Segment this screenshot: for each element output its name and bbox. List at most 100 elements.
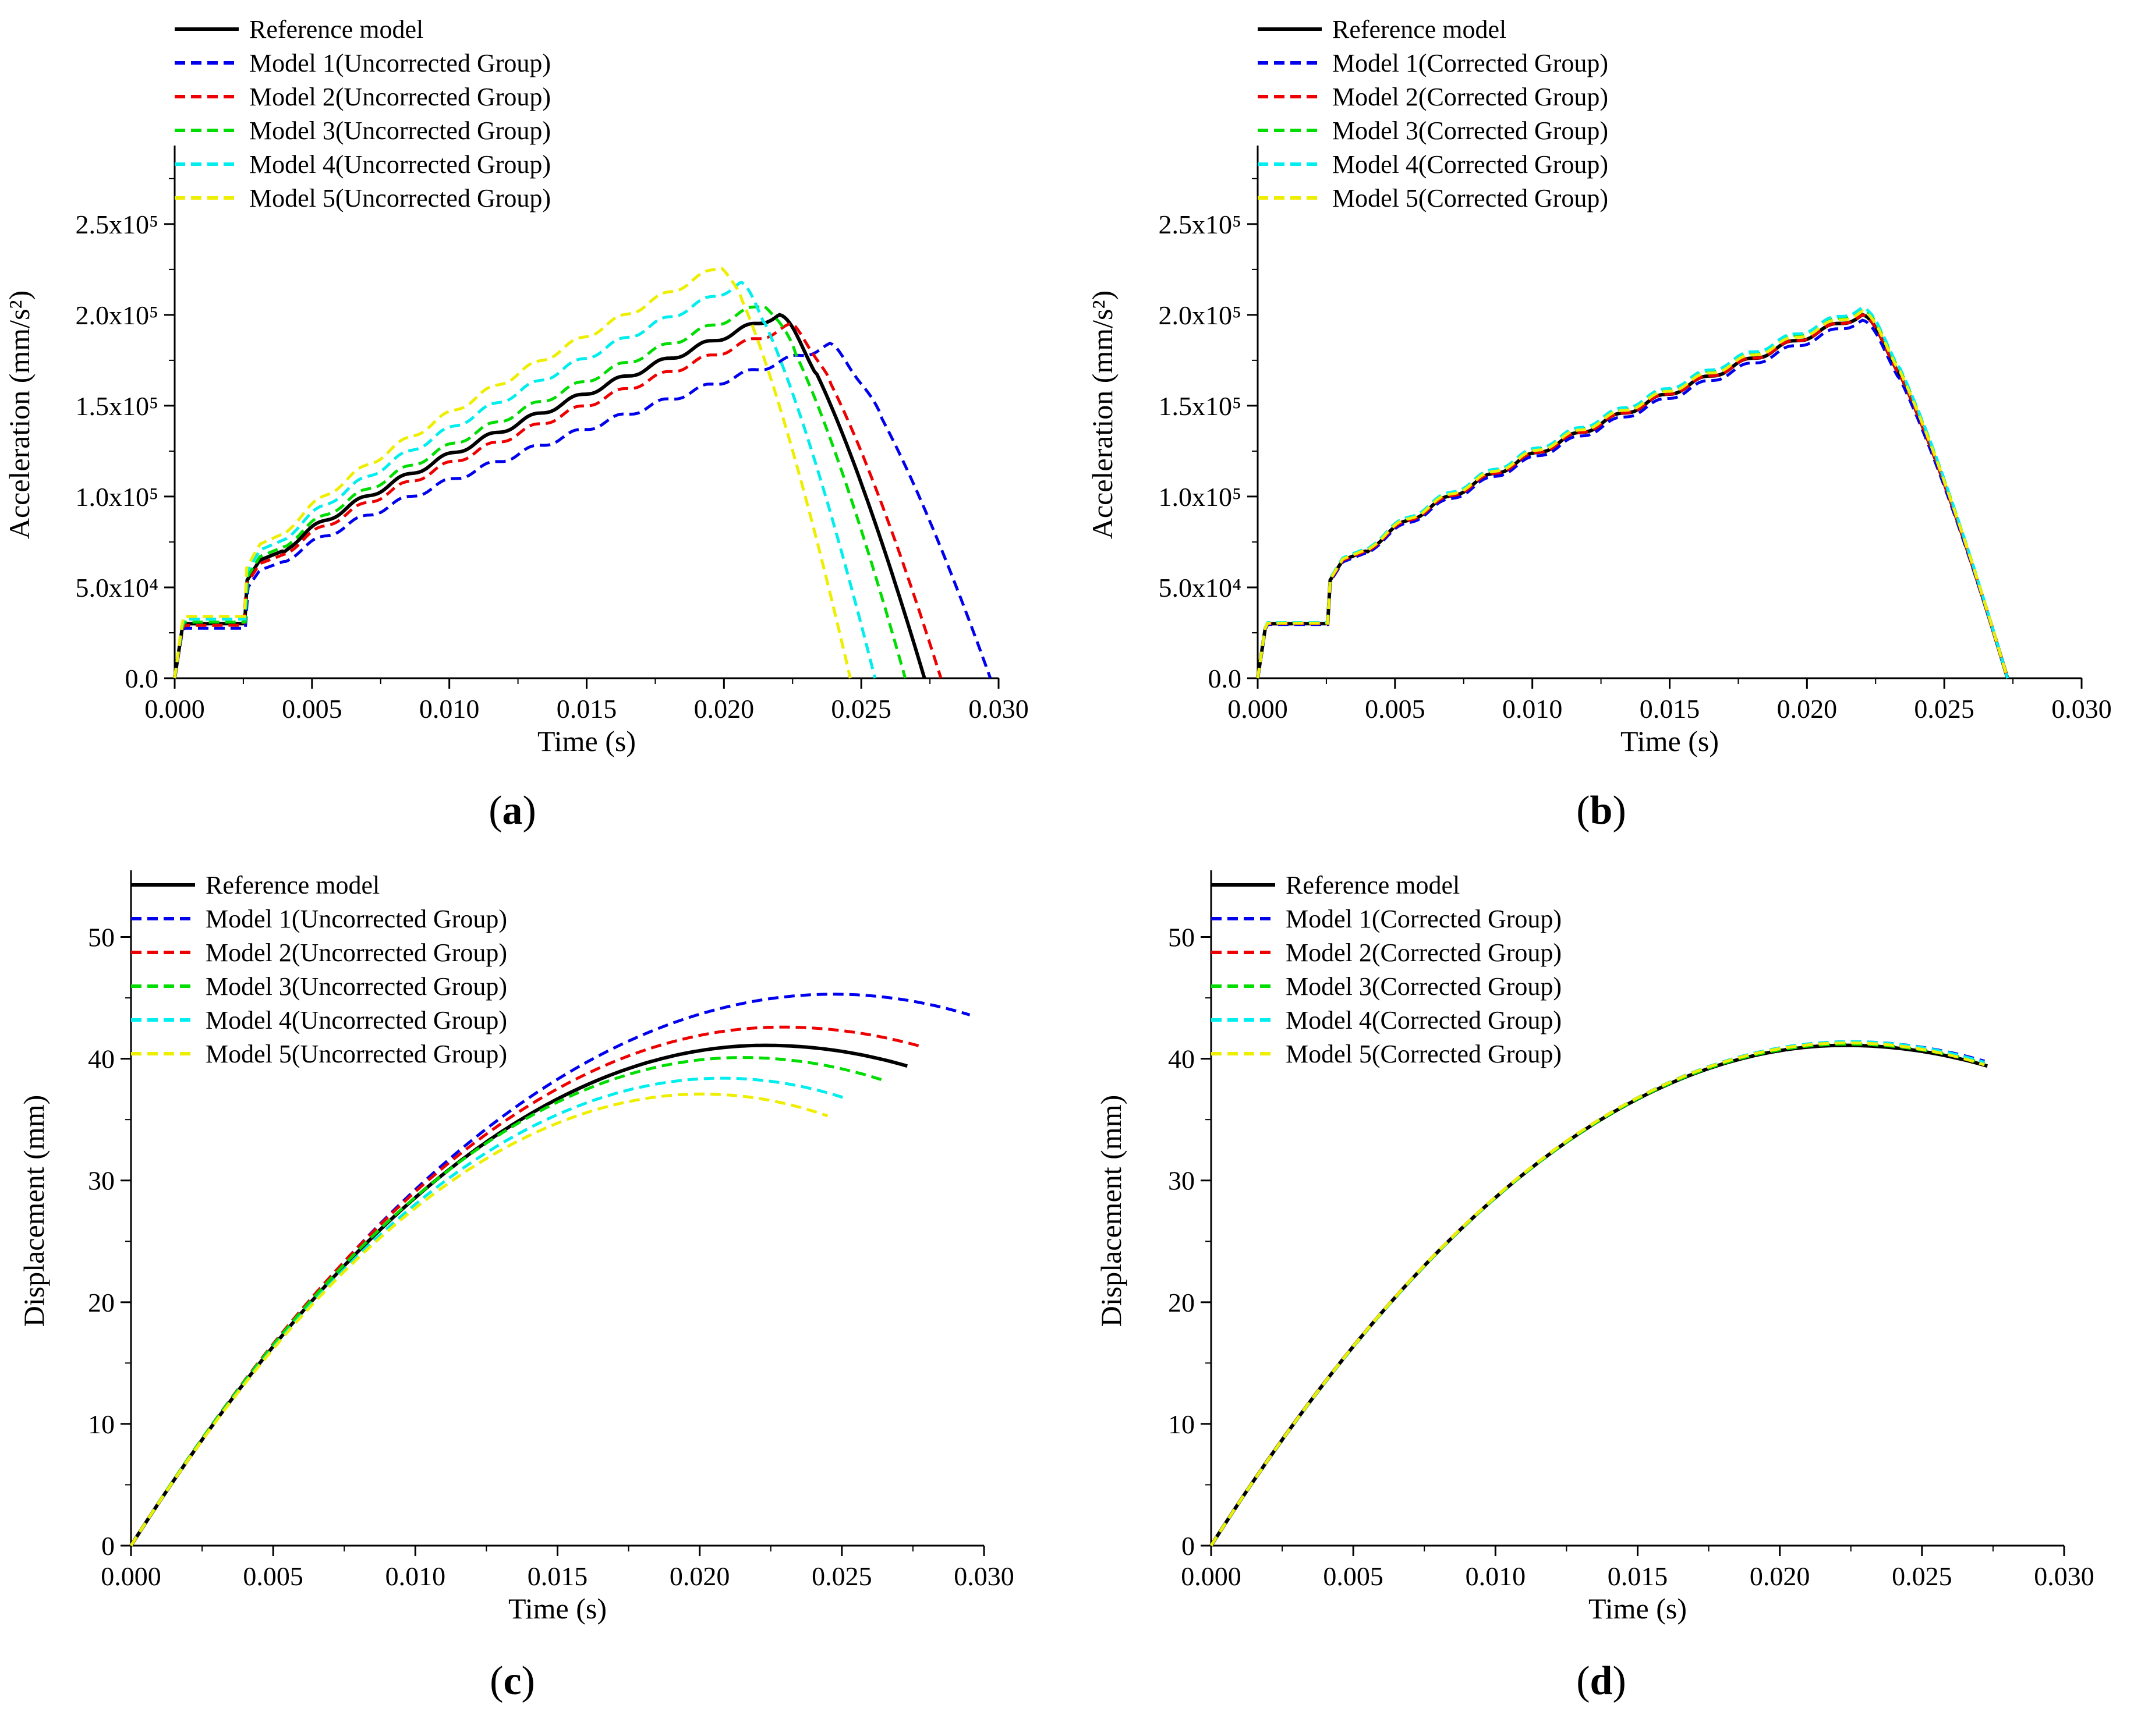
y-axis-label: Acceleration (mm/s²) <box>1086 290 1119 539</box>
legend-label: Reference model <box>249 15 423 44</box>
y-tick-label: 5.0x10⁴ <box>1158 573 1241 603</box>
x-tick-label: 0.005 <box>282 694 342 724</box>
legend-label: Model 2(Corrected Group) <box>1286 938 1562 967</box>
x-tick-label: 0.005 <box>1323 1561 1383 1591</box>
y-tick-label: 50 <box>88 923 115 952</box>
series-line-model3 <box>173 304 907 679</box>
legend-label: Model 1(Corrected Group) <box>1286 905 1562 933</box>
legend-label: Reference model <box>1286 871 1460 899</box>
y-tick-label: 0 <box>1181 1531 1195 1561</box>
y-tick-label: 40 <box>1168 1044 1195 1074</box>
y-tick-label: 30 <box>1168 1166 1195 1196</box>
series-line-model1 <box>129 993 971 1547</box>
x-tick-label: 0.010 <box>1466 1561 1526 1591</box>
legend-label: Model 3(Corrected Group) <box>1332 116 1608 145</box>
y-axis-label: Displacement (mm) <box>17 1095 50 1327</box>
series-line-model3 <box>129 1055 885 1547</box>
panel-caption: (c) <box>490 1659 535 1703</box>
y-tick-label: 1.0x10⁵ <box>1158 482 1241 512</box>
x-axis-label: Time (s) <box>508 1592 607 1625</box>
y-tick-label: 20 <box>1168 1288 1195 1317</box>
series-line-model2 <box>129 1025 922 1547</box>
series-line-reference <box>173 313 926 679</box>
y-tick-label: 0.0 <box>1208 664 1242 693</box>
series-line-model4 <box>129 1076 848 1547</box>
x-tick-label: 0.015 <box>1608 1561 1668 1591</box>
legend-label: Model 1(Corrected Group) <box>1332 49 1608 77</box>
x-tick-label: 0.020 <box>1750 1561 1810 1591</box>
x-tick-label: 0.025 <box>812 1561 872 1591</box>
x-tick-label: 0.000 <box>1181 1561 1241 1591</box>
series-line-model1 <box>1209 1040 1985 1547</box>
legend-label: Model 2(Uncorrected Group) <box>206 938 507 967</box>
legend-label: Model 5(Uncorrected Group) <box>206 1040 507 1068</box>
series-line-model1 <box>1256 318 2009 679</box>
x-tick-label: 0.005 <box>243 1561 303 1591</box>
y-tick-label: 10 <box>1168 1409 1195 1439</box>
x-tick-label: 0.010 <box>1502 694 1563 724</box>
y-tick-label: 2.0x10⁵ <box>1158 300 1241 330</box>
x-tick-label: 0.030 <box>2051 694 2112 724</box>
series-line-model2 <box>173 322 943 679</box>
panel-a: 0.000 0.005 0.010 0.015 0.020 0.025 0.030 0.0 5.… <box>3 15 1029 833</box>
x-tick-label: 0.000 <box>1227 694 1288 724</box>
x-tick-label: 0.015 <box>557 694 617 724</box>
panel-caption: (b) <box>1576 788 1626 833</box>
x-tick-label: 0.020 <box>670 1561 730 1591</box>
x-tick-label: 0.005 <box>1365 694 1425 724</box>
legend-label: Model 1(Uncorrected Group) <box>249 49 551 77</box>
y-tick-label: 2.5x10⁵ <box>75 210 158 239</box>
legend-label: Model 4(Corrected Group) <box>1332 150 1608 179</box>
y-tick-label: 1.5x10⁵ <box>1158 391 1241 421</box>
x-tick-label: 0.010 <box>419 694 480 724</box>
y-tick-label: 5.0x10⁴ <box>75 573 158 603</box>
y-tick-label: 50 <box>1168 923 1195 952</box>
x-tick-label: 0.025 <box>831 694 891 724</box>
series-line-model5 <box>1209 1041 1986 1547</box>
y-tick-label: 0.0 <box>125 664 159 693</box>
x-tick-label: 0.025 <box>1892 1561 1952 1591</box>
legend-label: Model 5(Corrected Group) <box>1286 1040 1562 1068</box>
legend-label: Model 4(Uncorrected Group) <box>206 1006 507 1034</box>
legend-label: Model 1(Uncorrected Group) <box>206 905 507 933</box>
x-tick-label: 0.030 <box>954 1561 1014 1591</box>
panel-caption: (a) <box>489 788 536 833</box>
series-line-model2 <box>1256 313 2009 679</box>
legend-label: Model 3(Uncorrected Group) <box>206 972 507 1001</box>
legend-label: Model 5(Uncorrected Group) <box>249 184 551 212</box>
series-line-model1 <box>173 341 992 679</box>
legend-label: Model 4(Corrected Group) <box>1286 1006 1562 1034</box>
legend-label: Model 3(Corrected Group) <box>1286 972 1562 1001</box>
x-tick-label: 0.015 <box>1640 694 1700 724</box>
legend-label: Model 4(Uncorrected Group) <box>249 150 551 179</box>
x-tick-label: 0.010 <box>385 1561 446 1591</box>
y-tick-label: 2.5x10⁵ <box>1158 210 1241 239</box>
y-tick-label: 40 <box>88 1044 115 1074</box>
legend-label: Model 5(Corrected Group) <box>1332 184 1608 212</box>
x-tick-label: 0.015 <box>528 1561 588 1591</box>
x-tick-label: 0.020 <box>694 694 755 724</box>
x-axis-label: Time (s) <box>1620 725 1719 757</box>
y-tick-label: 2.0x10⁵ <box>75 300 158 330</box>
series-line-model5 <box>129 1092 829 1547</box>
x-tick-label: 0.020 <box>1777 694 1838 724</box>
legend-label: Model 2(Corrected Group) <box>1332 83 1608 111</box>
x-tick-label: 0.000 <box>101 1561 161 1591</box>
series-line-model4 <box>1209 1040 1986 1547</box>
y-tick-label: 0 <box>101 1531 115 1561</box>
y-tick-label: 20 <box>88 1288 115 1317</box>
x-axis-label: Time (s) <box>537 725 636 757</box>
y-axis-label: Acceleration (mm/s²) <box>3 290 36 539</box>
x-tick-label: 0.025 <box>1914 694 1974 724</box>
panel-b: 0.000 0.005 0.010 0.015 0.020 0.025 0.030 0.0 5.… <box>1086 15 2112 833</box>
legend-label: Model 3(Uncorrected Group) <box>249 116 551 145</box>
legend-label: Reference model <box>1332 15 1506 44</box>
x-tick-label: 0.030 <box>968 694 1029 724</box>
series-line-reference <box>129 1043 908 1547</box>
series-line-model2 <box>1209 1041 1986 1547</box>
y-tick-label: 30 <box>88 1166 115 1196</box>
series-line-model5 <box>1256 309 2009 679</box>
y-tick-label: 1.5x10⁵ <box>75 391 158 421</box>
series-line-model5 <box>173 267 852 679</box>
